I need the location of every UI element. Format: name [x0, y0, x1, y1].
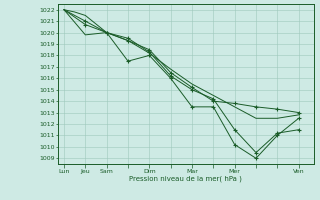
X-axis label: Pression niveau de la mer( hPa ): Pression niveau de la mer( hPa ): [129, 175, 242, 182]
